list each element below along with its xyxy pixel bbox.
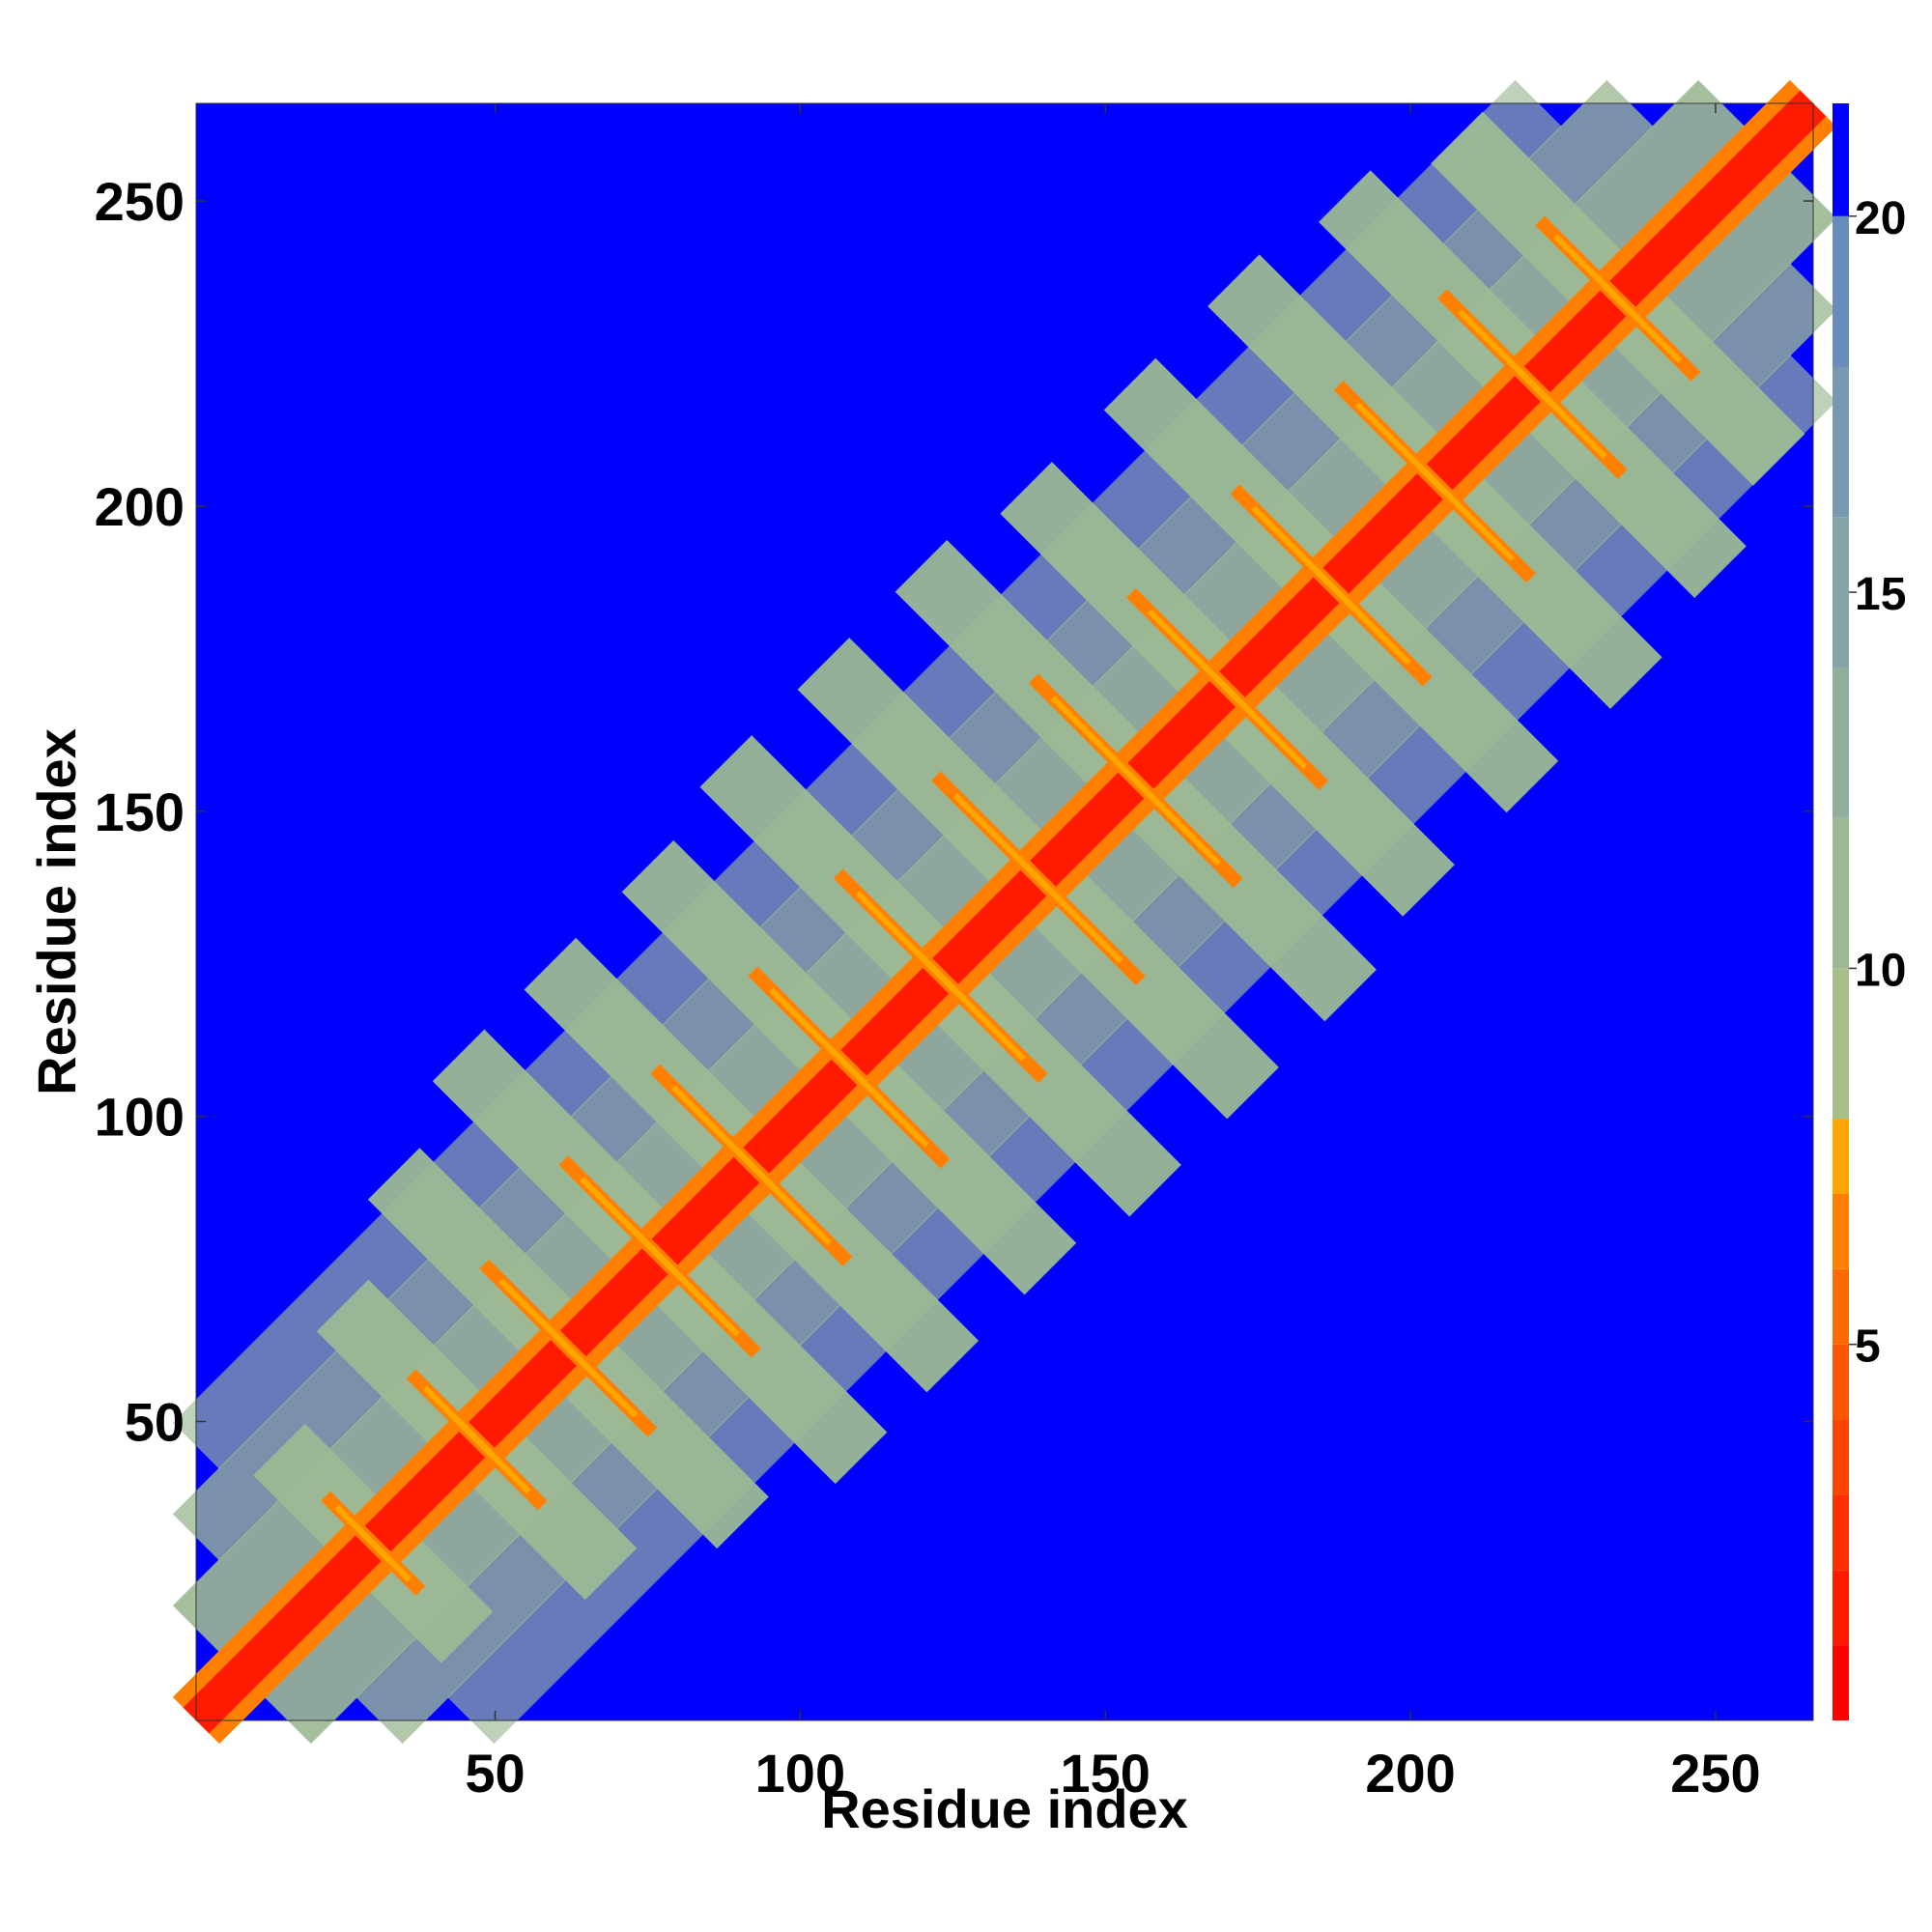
x-tick-label-250: 250 xyxy=(1670,1743,1760,1804)
x-tick-label-100: 100 xyxy=(755,1743,845,1804)
contact-band-parallel-45-upper xyxy=(172,79,1562,1469)
colorbar-bin-4 xyxy=(1833,1344,1849,1420)
heatmap-plot-area xyxy=(172,79,1837,1745)
x-tick-label-200: 200 xyxy=(1365,1743,1455,1804)
colorbar-bin-5 xyxy=(1833,1268,1849,1345)
antidiagonal-contact-core-4 xyxy=(671,1085,832,1245)
colorbar-tick-label-15: 15 xyxy=(1855,569,1906,620)
contact-band-parallel-30-upper xyxy=(172,79,1654,1561)
antidiagonal-contact-core-7 xyxy=(952,793,1123,964)
colorbar-tick-label-5: 5 xyxy=(1855,1321,1881,1373)
antidiagonal-contact-core-5 xyxy=(769,987,929,1148)
colorbar-bin-2 xyxy=(1833,1494,1849,1571)
colorbar: 5 10 15 20 xyxy=(1833,103,1906,1720)
colorbar-bin-1 xyxy=(1833,1570,1849,1646)
colorbar-bin-12 xyxy=(1833,366,1849,518)
diagonal-band xyxy=(183,90,1827,1734)
antidiagonal-contact-core-13 xyxy=(1553,234,1683,363)
colorbar-bin-6 xyxy=(1833,1193,1849,1269)
y-tick-label-100: 100 xyxy=(95,1087,185,1148)
antidiagonal-contact-core-3 xyxy=(580,1177,740,1337)
contact-band-parallel-15-upper xyxy=(172,79,1746,1653)
contact-band-parallel-45-lower xyxy=(447,355,1837,1745)
contact-band-parallel-15-lower xyxy=(264,171,1837,1745)
y-tick-label-150: 150 xyxy=(95,781,185,842)
colorbar-bin-10 xyxy=(1833,667,1849,818)
colorbar-bin-11 xyxy=(1833,517,1849,668)
antidiagonal-contact-core-0 xyxy=(334,1505,412,1582)
x-tick-label-150: 150 xyxy=(1061,1743,1151,1804)
antidiagonal-contact-core-9 xyxy=(1147,609,1308,770)
antidiagonal-contact-core-11 xyxy=(1354,401,1516,562)
y-tick-label-50: 50 xyxy=(125,1391,185,1452)
colorbar-bin-0 xyxy=(1833,1645,1849,1720)
diagonal-group xyxy=(172,79,1837,1745)
colorbar-bin-14 xyxy=(1833,103,1849,216)
colorbar-bin-9 xyxy=(1833,817,1849,969)
colorbar-bin-7 xyxy=(1833,1119,1849,1194)
axes: 50 100 150 200 250 50 100 150 200 250 xyxy=(95,102,1814,1804)
x-tick-label-50: 50 xyxy=(465,1743,525,1804)
colorbar-tick-label-20: 20 xyxy=(1855,193,1906,244)
colorbar-bin-8 xyxy=(1833,968,1849,1120)
x-axis-title: Residue index xyxy=(821,1778,1188,1839)
y-tick-label-200: 200 xyxy=(95,476,185,537)
antidiagonal-contact-core-1 xyxy=(422,1385,531,1494)
antidiagonal-contact-core-8 xyxy=(1050,696,1221,867)
colorbar-tick-label-10: 10 xyxy=(1855,945,1906,996)
y-axis-title: Residue index xyxy=(26,728,87,1095)
plot-frame xyxy=(195,102,1814,1721)
antidiagonal-contact-group xyxy=(321,215,1701,1596)
contact-band-parallel-30-lower xyxy=(355,263,1837,1745)
colorbar-bin-3 xyxy=(1833,1419,1849,1495)
antidiagonal-contact-core-2 xyxy=(498,1278,639,1418)
antidiagonal-contact-core-12 xyxy=(1458,309,1607,459)
antidiagonal-contact-core-10 xyxy=(1251,505,1411,666)
y-tick-label-250: 250 xyxy=(95,171,185,232)
colorbar-bin-13 xyxy=(1833,215,1849,367)
antidiagonal-contact-core-6 xyxy=(855,891,1026,1062)
